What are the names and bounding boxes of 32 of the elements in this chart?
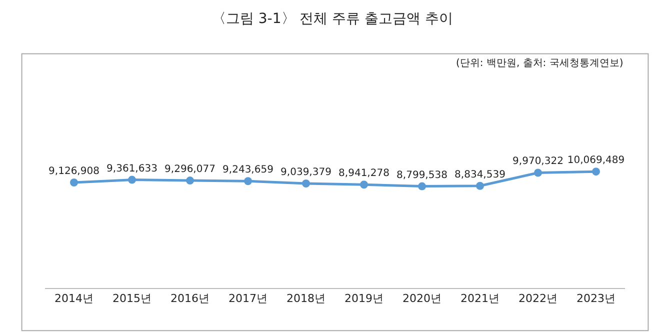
point bbox=[186, 176, 194, 185]
point bbox=[70, 178, 78, 186]
point bbox=[244, 177, 252, 186]
data-label: 9,361,633 bbox=[106, 163, 158, 174]
x-tick-label: 2019년 bbox=[344, 292, 384, 306]
x-tick-label: 2022년 bbox=[518, 292, 558, 306]
data-label: 8,834,539 bbox=[454, 169, 506, 180]
x-tick-label: 2017년 bbox=[228, 292, 268, 306]
x-tick-label: 2020년 bbox=[402, 292, 442, 306]
text: (단위: 백만원, 출처: 국세청통계연보) bbox=[456, 58, 624, 69]
x-tick-label: 2015년 bbox=[112, 292, 152, 306]
data-label: 10,069,489 bbox=[567, 155, 625, 166]
point bbox=[302, 180, 310, 188]
data-label: 9,126,908 bbox=[48, 166, 100, 177]
data-label: 8,941,278 bbox=[338, 168, 390, 180]
point bbox=[534, 168, 542, 177]
x-tick-label: 2014년 bbox=[54, 292, 94, 306]
point bbox=[418, 182, 426, 190]
point bbox=[476, 182, 484, 190]
x-tick-label: 2018년 bbox=[286, 292, 326, 306]
chart-title: 〈그림 3-1〉 전체 주류 출고금액 추이 bbox=[212, 11, 454, 28]
data-label: 9,970,322 bbox=[512, 156, 564, 168]
data-label: 8,799,538 bbox=[396, 170, 448, 181]
point bbox=[592, 168, 600, 176]
point bbox=[360, 180, 368, 189]
x-tick-label: 2016년 bbox=[170, 292, 210, 306]
data-label: 9,039,379 bbox=[280, 167, 332, 178]
data-label: 9,243,659 bbox=[222, 164, 274, 176]
x-tick-label: 2023년 bbox=[576, 292, 616, 306]
data-label: 9,296,077 bbox=[164, 164, 216, 176]
x-tick-label: 2021년 bbox=[460, 292, 500, 306]
point bbox=[128, 176, 136, 184]
